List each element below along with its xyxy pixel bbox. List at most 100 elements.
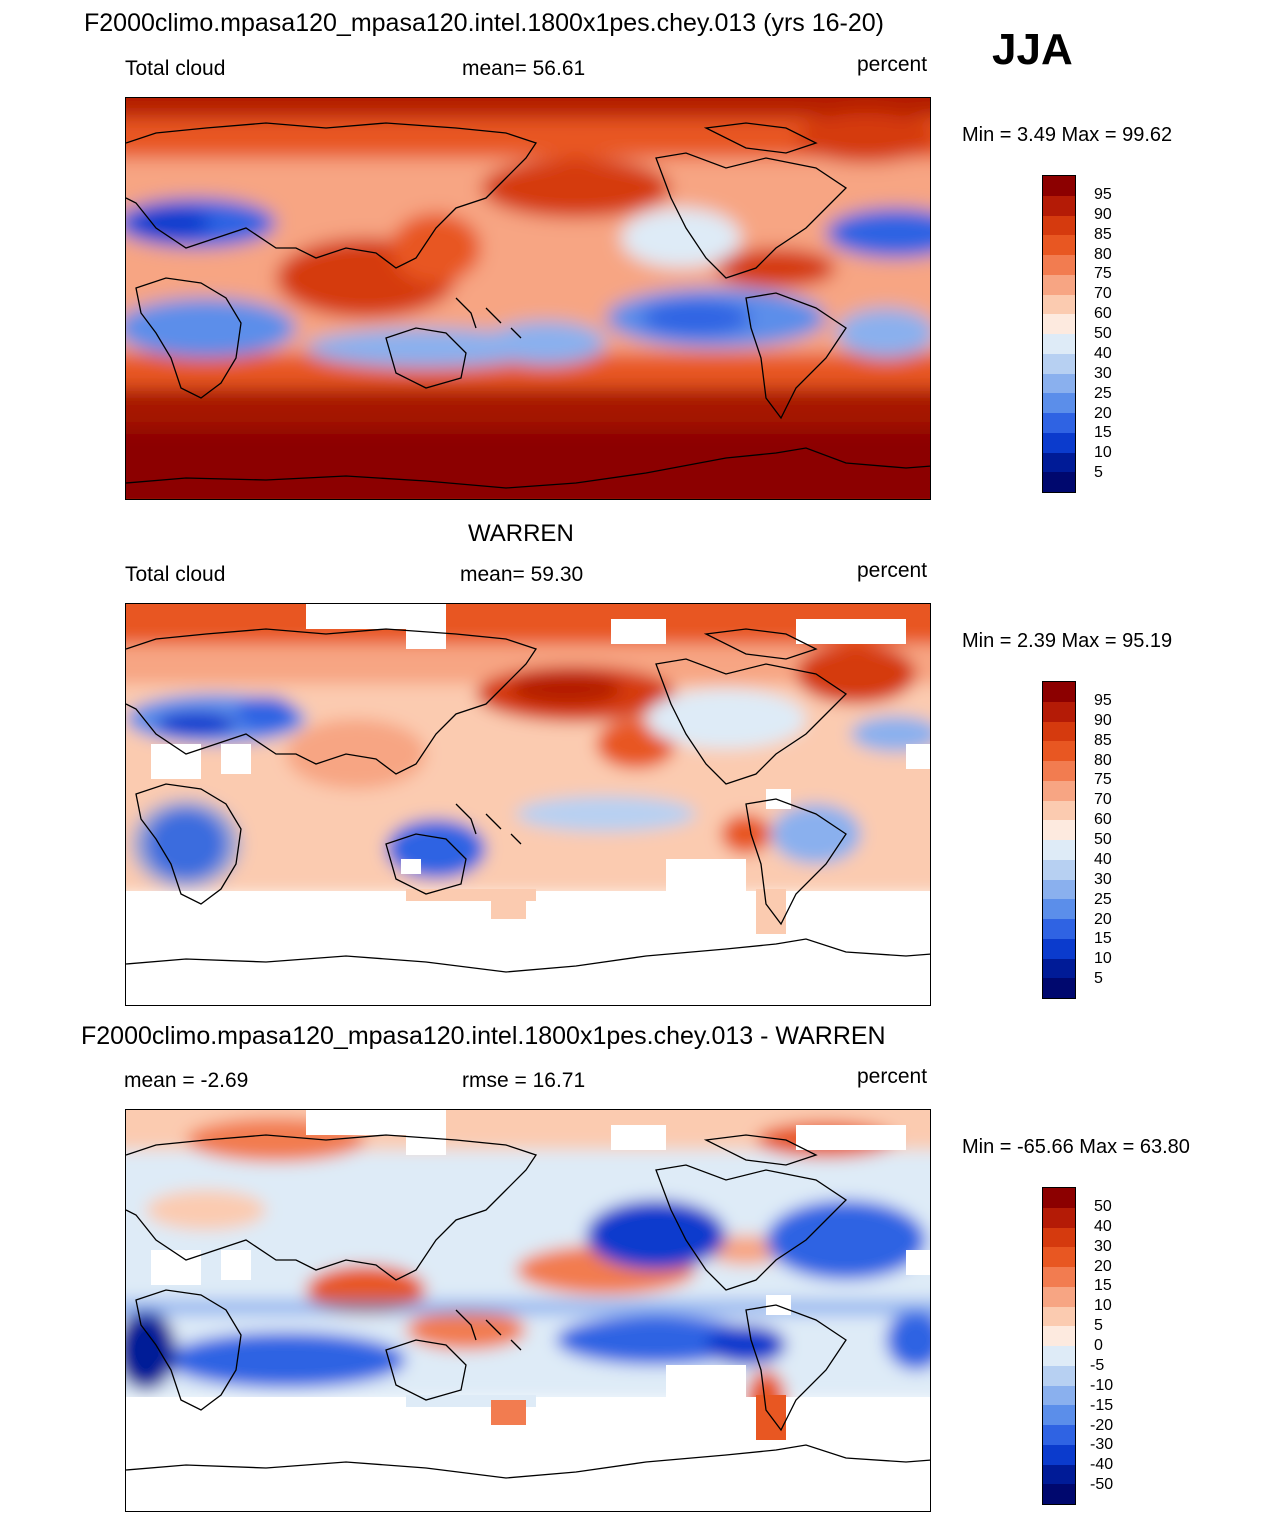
colorbar-swatch — [1043, 255, 1075, 275]
colorbar-tick-label: -40 — [1090, 1456, 1114, 1474]
colorbar-tick-label: 70 — [1094, 791, 1112, 809]
colorbar-swatch — [1043, 1247, 1075, 1267]
colorbar-tick-label: 25 — [1094, 890, 1112, 908]
colorbar-swatch — [1043, 452, 1075, 473]
panel3-rmse: rmse = 16.71 — [462, 1069, 586, 1092]
colorbar-swatch — [1043, 958, 1075, 979]
colorbar-swatch — [1043, 235, 1075, 255]
colorbar-swatch — [1043, 393, 1075, 413]
colorbar-tick-label: 60 — [1094, 305, 1112, 323]
colorbar-tick-label: 15 — [1094, 424, 1112, 442]
colorbar-tick-label: 5 — [1094, 1317, 1103, 1335]
colorbar-tick-label: 10 — [1094, 950, 1112, 968]
colorbar-swatch — [1043, 840, 1075, 860]
colorbar-swatch — [1043, 1286, 1075, 1307]
colorbar-tick-label: 60 — [1094, 811, 1112, 829]
colorbar-swatch — [1043, 978, 1075, 998]
colorbar-swatch — [1043, 682, 1075, 702]
colorbar-swatch — [1043, 294, 1075, 315]
panel3-title: F2000climo.mpasa120_mpasa120.intel.1800x… — [81, 1022, 886, 1050]
colorbar-tick-label: 95 — [1094, 185, 1112, 203]
panel1-variable: Total cloud — [125, 57, 226, 80]
colorbar-tick-label: 30 — [1094, 1237, 1112, 1255]
colorbar-swatch — [1043, 919, 1075, 939]
colorbar-tick-label: 0 — [1094, 1337, 1103, 1354]
colorbar-tick-label: 70 — [1094, 285, 1112, 303]
colorbar-swatch — [1043, 373, 1075, 394]
colorbar-swatch — [1043, 1385, 1075, 1406]
panel2-units: percent — [857, 559, 928, 582]
colorbar-tick-label: -5 — [1090, 1356, 1105, 1374]
colorbar-tick-label: 25 — [1094, 384, 1112, 402]
colorbar-swatch — [1043, 899, 1075, 919]
colorbar-tick-label: 40 — [1094, 1217, 1112, 1235]
colorbar-swatch — [1043, 761, 1075, 781]
colorbar-swatch — [1043, 859, 1075, 880]
panel2-colorbar — [1042, 681, 1076, 999]
panel3-colorbar — [1042, 1187, 1076, 1505]
panel3-mean: mean = -2.69 — [124, 1069, 249, 1092]
colorbar-tick-label: -15 — [1090, 1396, 1114, 1414]
colorbar-swatch — [1043, 314, 1075, 334]
main-title: F2000climo.mpasa120_mpasa120.intel.1800x… — [84, 9, 885, 37]
colorbar-tick-label: 80 — [1094, 751, 1112, 769]
panel1-map — [125, 97, 931, 500]
colorbar-swatch — [1043, 1444, 1075, 1465]
colorbar-swatch — [1043, 1464, 1075, 1485]
colorbar-swatch — [1043, 1227, 1075, 1248]
colorbar-swatch — [1043, 215, 1075, 236]
colorbar-swatch — [1043, 800, 1075, 821]
colorbar-swatch — [1043, 413, 1075, 433]
colorbar-tick-label: 20 — [1094, 1257, 1112, 1275]
colorbar-swatch — [1043, 1267, 1075, 1287]
panel2-mean: mean= 59.30 — [460, 563, 584, 586]
colorbar-tick-label: 80 — [1094, 245, 1112, 263]
colorbar-tick-label: 75 — [1094, 771, 1112, 789]
colorbar-tick-label: 85 — [1094, 225, 1112, 243]
colorbar-tick-label: 5 — [1094, 464, 1103, 482]
colorbar-tick-label: 50 — [1094, 831, 1112, 848]
colorbar-swatch — [1043, 721, 1075, 742]
colorbar-tick-label: 95 — [1094, 691, 1112, 709]
colorbar-tick-label: 30 — [1094, 870, 1112, 888]
panel3-map — [125, 1109, 931, 1512]
colorbar-swatch — [1043, 472, 1075, 492]
colorbar-tick-label: -10 — [1090, 1376, 1114, 1394]
colorbar-tick-label: 50 — [1094, 1197, 1112, 1215]
colorbar-tick-label: 10 — [1094, 1297, 1112, 1315]
colorbar-swatch — [1043, 1346, 1075, 1366]
colorbar-swatch — [1043, 353, 1075, 374]
colorbar-swatch — [1043, 701, 1075, 722]
colorbar-swatch — [1043, 1405, 1075, 1425]
colorbar-swatch — [1043, 879, 1075, 900]
colorbar-swatch — [1043, 1207, 1075, 1228]
colorbar-tick-label: 40 — [1094, 344, 1112, 362]
colorbar-tick-label: -20 — [1090, 1416, 1114, 1434]
colorbar-swatch — [1043, 176, 1075, 196]
season-label: JJA — [992, 25, 1073, 74]
colorbar-tick-label: -30 — [1090, 1436, 1114, 1454]
colorbar-tick-label: 90 — [1094, 205, 1112, 223]
colorbar-tick-label: 85 — [1094, 731, 1112, 749]
colorbar-swatch — [1043, 820, 1075, 840]
colorbar-tick-label: 10 — [1094, 444, 1112, 462]
colorbar-swatch — [1043, 780, 1075, 801]
colorbar-tick-label: 15 — [1094, 930, 1112, 948]
panel2-variable: Total cloud — [125, 563, 226, 586]
colorbar-swatch — [1043, 334, 1075, 354]
colorbar-swatch — [1043, 741, 1075, 761]
colorbar-swatch — [1043, 1188, 1075, 1208]
panel2-title: WARREN — [468, 520, 574, 547]
panel3-units: percent — [857, 1065, 928, 1088]
colorbar-tick-label: 50 — [1094, 325, 1112, 342]
colorbar-swatch — [1043, 1306, 1075, 1327]
colorbar-tick-label: 90 — [1094, 711, 1112, 729]
colorbar-tick-label: 5 — [1094, 970, 1103, 988]
colorbar-tick-label: 15 — [1094, 1277, 1112, 1295]
colorbar-tick-label: -50 — [1090, 1476, 1114, 1494]
panel3-minmax: Min = -65.66 Max = 63.80 — [962, 1136, 1190, 1158]
colorbar-tick-label: 40 — [1094, 850, 1112, 868]
panel1-minmax: Min = 3.49 Max = 99.62 — [962, 124, 1173, 146]
panel1-units: percent — [857, 53, 928, 76]
panel2-map — [125, 603, 931, 1006]
